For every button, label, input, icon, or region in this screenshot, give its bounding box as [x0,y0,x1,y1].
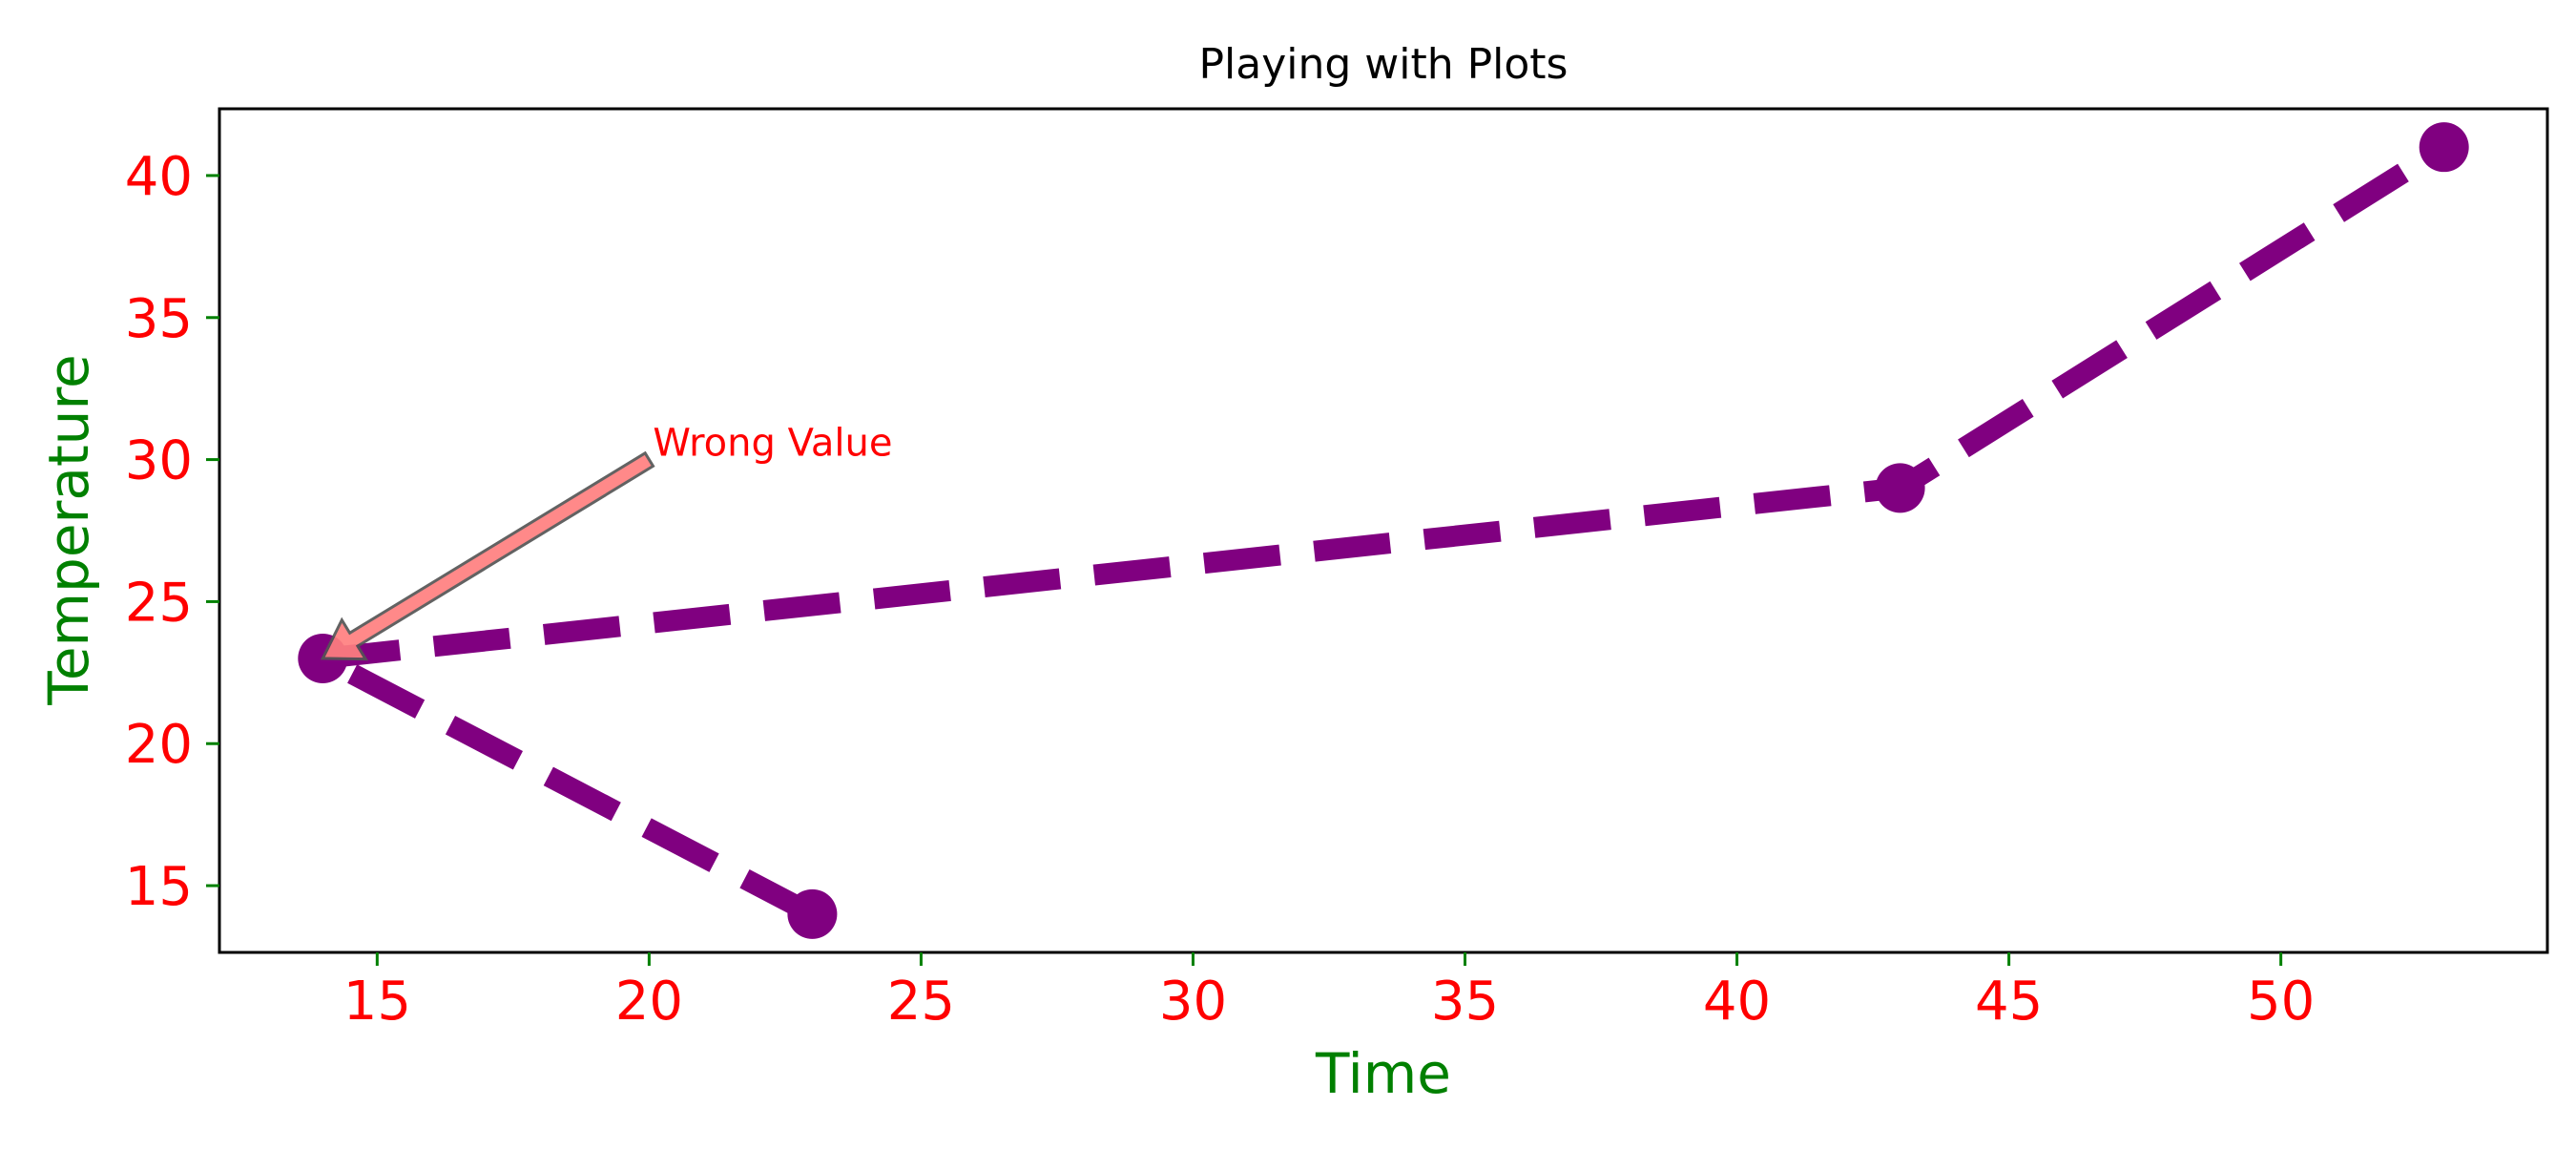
y-tick-label: 40 [125,146,193,208]
y-tick-label: 25 [125,572,193,634]
x-tick-label: 40 [1703,971,1771,1033]
x-tick-label: 30 [1159,971,1227,1033]
y-tick-label: 35 [125,288,193,350]
annotation-arrow [320,450,655,661]
x-tick-label: 45 [1975,971,2043,1033]
x-tick-label: 25 [887,971,955,1033]
x-tick-label: 50 [2247,971,2315,1033]
series-line [312,137,2450,924]
x-tick-label: 15 [343,971,411,1033]
annotation-label: Wrong Value [653,422,892,466]
data-point [787,888,838,939]
chart-title: Playing with Plots [1199,40,1568,89]
y-axis-label: Temperature [36,354,101,705]
x-tick-label: 20 [615,971,683,1033]
plot-frame [218,107,2549,954]
y-tick-label: 15 [125,856,193,918]
y-tick-label: 30 [125,430,193,492]
y-tick-label: 20 [125,714,193,776]
data-point [1875,463,1925,513]
x-axis-label: Time [1315,1041,1451,1106]
plot-area: 15 20 25 30 35 40 45 50 15 20 25 30 35 40 Wrong Value [125,107,2549,1033]
data-point [2419,122,2469,173]
x-tick-label: 35 [1431,971,1499,1033]
